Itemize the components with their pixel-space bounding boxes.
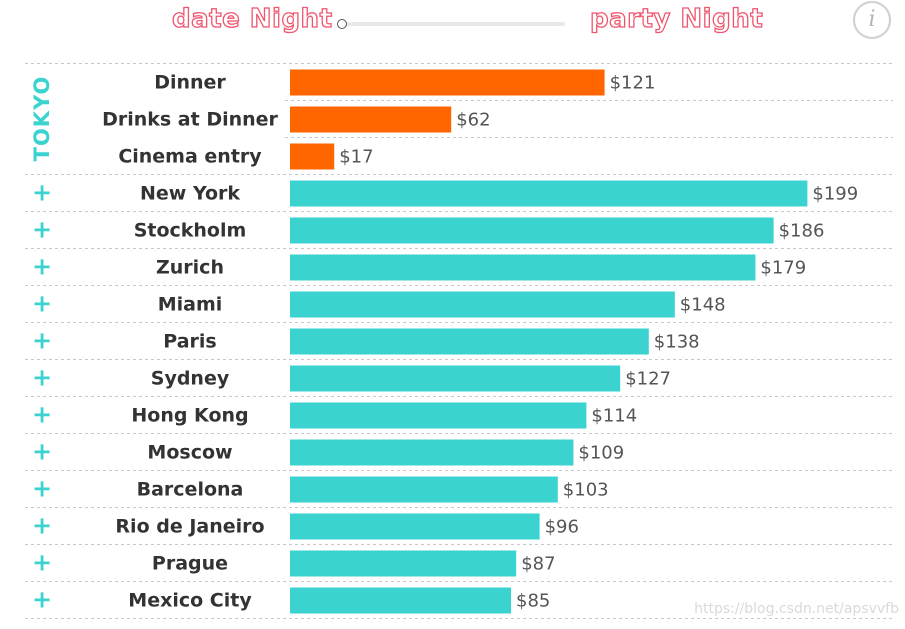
value-label-prague: $87 bbox=[521, 554, 555, 575]
category-label-hong-kong: Hong Kong bbox=[131, 405, 248, 427]
category-label-stockholm: Stockholm bbox=[134, 220, 247, 242]
value-label-zurich: $179 bbox=[760, 258, 806, 279]
category-label-prague: Prague bbox=[152, 553, 228, 575]
bar-dinner[interactable] bbox=[290, 69, 605, 96]
value-label-stockholm: $186 bbox=[779, 221, 825, 242]
mode-slider-track[interactable] bbox=[340, 22, 565, 26]
category-label-paris: Paris bbox=[163, 331, 216, 353]
date-night-label[interactable]: date Night bbox=[171, 3, 333, 34]
category-label-zurich: Zurich bbox=[156, 257, 224, 279]
bar-moscow[interactable] bbox=[290, 439, 574, 466]
plus-icon[interactable]: + bbox=[32, 216, 52, 244]
party-night-label[interactable]: party Night bbox=[589, 3, 764, 34]
bar-hong-kong[interactable] bbox=[290, 402, 587, 429]
category-label-barcelona: Barcelona bbox=[137, 479, 244, 501]
value-label-new-york: $199 bbox=[812, 184, 858, 205]
bar-stockholm[interactable] bbox=[290, 217, 774, 244]
plus-icon[interactable]: + bbox=[32, 586, 52, 614]
bar-prague[interactable] bbox=[290, 550, 517, 577]
bar-sydney[interactable] bbox=[290, 365, 621, 392]
value-label-sydney: $127 bbox=[625, 369, 671, 390]
bar-new-york[interactable] bbox=[290, 180, 808, 207]
bar-mexico-city[interactable] bbox=[290, 587, 511, 614]
category-label-mexico-city: Mexico City bbox=[128, 590, 252, 612]
header: date Night party Night i bbox=[0, 0, 905, 60]
plus-icon[interactable]: + bbox=[32, 438, 52, 466]
plus-icon[interactable]: + bbox=[32, 512, 52, 540]
bar-zurich[interactable] bbox=[290, 254, 756, 281]
bar-cinema-entry[interactable] bbox=[290, 143, 335, 170]
plus-icon[interactable]: + bbox=[32, 327, 52, 355]
plus-icon[interactable]: + bbox=[32, 475, 52, 503]
bar-drinks-at-dinner[interactable] bbox=[290, 106, 452, 133]
value-label-dinner: $121 bbox=[610, 73, 656, 94]
value-label-barcelona: $103 bbox=[563, 480, 609, 501]
category-label-sydney: Sydney bbox=[151, 368, 230, 390]
category-label-rio-de-janeiro: Rio de Janeiro bbox=[115, 516, 264, 538]
value-label-moscow: $109 bbox=[578, 443, 624, 464]
value-label-cinema-entry: $17 bbox=[339, 147, 373, 168]
bar-miami[interactable] bbox=[290, 291, 675, 318]
value-label-paris: $138 bbox=[654, 332, 700, 353]
value-label-hong-kong: $114 bbox=[591, 406, 637, 427]
info-icon[interactable]: i bbox=[853, 1, 891, 39]
category-label-dinner: Dinner bbox=[154, 72, 226, 94]
plus-icon[interactable]: + bbox=[32, 364, 52, 392]
bar-paris[interactable] bbox=[290, 328, 649, 355]
plus-icon[interactable]: + bbox=[32, 290, 52, 318]
category-label-cinema-entry: Cinema entry bbox=[118, 146, 262, 168]
category-label-miami: Miami bbox=[158, 294, 223, 316]
plus-icon[interactable]: + bbox=[32, 549, 52, 577]
bar-barcelona[interactable] bbox=[290, 476, 558, 503]
plus-icon[interactable]: + bbox=[32, 401, 52, 429]
category-label-drinks-at-dinner: Drinks at Dinner bbox=[102, 109, 278, 131]
value-label-miami: $148 bbox=[680, 295, 726, 316]
group-label-tokyo[interactable]: TOKYO bbox=[30, 76, 54, 162]
value-label-drinks-at-dinner: $62 bbox=[456, 110, 490, 131]
category-label-moscow: Moscow bbox=[147, 442, 232, 464]
value-label-rio-de-janeiro: $96 bbox=[545, 517, 579, 538]
bar-rio-de-janeiro[interactable] bbox=[290, 513, 540, 540]
plus-icon[interactable]: + bbox=[32, 179, 52, 207]
mode-slider-handle[interactable] bbox=[337, 19, 347, 29]
watermark: https://blog.csdn.net/apsvvfb bbox=[694, 601, 899, 617]
value-label-mexico-city: $85 bbox=[516, 591, 550, 612]
plus-icon[interactable]: + bbox=[32, 253, 52, 281]
category-label-new-york: New York bbox=[140, 183, 240, 205]
